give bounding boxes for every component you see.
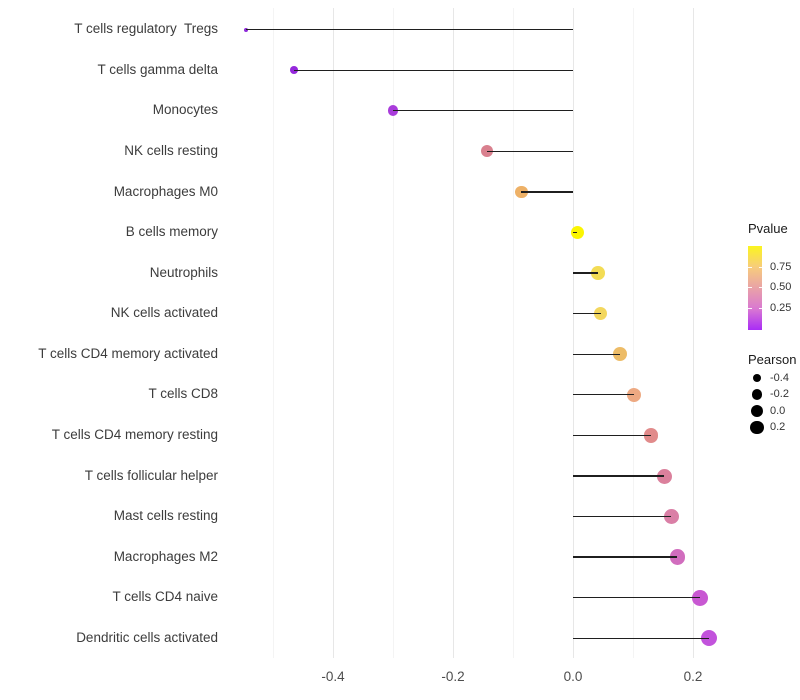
stem-segment — [393, 110, 573, 112]
stem-segment — [573, 313, 601, 315]
stem-segment — [573, 353, 620, 355]
gridline-minor — [632, 8, 634, 658]
pvalue-tick-mark — [758, 287, 762, 289]
data-point — [612, 347, 627, 362]
stem-segment — [521, 191, 573, 193]
y-axis-label: Mast cells resting — [113, 508, 218, 524]
gridline-minor — [512, 8, 514, 658]
pvalue-tick-mark — [748, 307, 752, 309]
pvalue-tick-mark — [748, 266, 752, 268]
y-axis-label: Macrophages M2 — [113, 548, 218, 564]
stem-segment — [573, 597, 701, 599]
stem-segment — [246, 29, 573, 31]
data-point — [290, 66, 298, 75]
data-point — [700, 630, 717, 647]
stem-segment — [573, 475, 665, 477]
y-axis-label: Macrophages M0 — [113, 183, 218, 199]
pvalue-tick-mark — [758, 307, 762, 309]
pvalue-tick-mark — [748, 287, 752, 289]
y-axis-label: T cells CD4 memory activated — [38, 345, 218, 361]
pearson-tick-label: -0.2 — [770, 388, 789, 400]
stem-segment — [573, 434, 651, 437]
pvalue-tick-label: 0.75 — [770, 260, 792, 273]
x-axis-tick-label: 0.2 — [683, 669, 703, 684]
stem-segment — [573, 394, 635, 396]
data-point — [656, 468, 672, 484]
y-axis-label: B cells memory — [125, 224, 218, 240]
pearson-tick-label: 0.0 — [770, 404, 786, 417]
gridline-minor — [392, 8, 394, 658]
pvalue-legend-title: Pvalue — [748, 221, 788, 236]
pvalue-tick-label: 0.50 — [770, 281, 792, 293]
stem-segment — [487, 150, 573, 153]
gridline-major — [692, 8, 694, 658]
pearson-tick-label: -0.4 — [770, 371, 789, 384]
gridline-major — [332, 8, 334, 658]
pvalue-tick-mark — [758, 266, 762, 268]
stem-segment — [573, 637, 709, 639]
y-axis-label: T cells follicular helper — [84, 467, 218, 483]
stem-segment — [573, 231, 578, 234]
x-axis-tick-label: -0.4 — [321, 669, 345, 684]
pearson-size-dot — [750, 420, 764, 435]
y-axis-label: T cells gamma delta — [97, 61, 218, 77]
stem-segment — [573, 556, 678, 558]
stem-segment — [573, 515, 672, 518]
y-axis-label: Dendritic cells activated — [76, 629, 218, 645]
pearson-size-dot — [751, 389, 763, 400]
stem-segment — [573, 272, 599, 274]
pearson-size-dot — [752, 373, 762, 383]
gridline-major — [452, 8, 454, 658]
y-axis-label: Monocytes — [152, 102, 218, 118]
data-point — [692, 589, 709, 606]
y-axis-label: T cells CD8 — [148, 386, 218, 402]
data-point — [627, 387, 642, 402]
y-axis-label: NK cells activated — [110, 305, 218, 321]
x-axis-tick-label: -0.2 — [441, 669, 465, 684]
pearson-legend-title: Pearson — [748, 352, 797, 367]
pvalue-tick-label: 0.25 — [770, 301, 792, 314]
data-point — [570, 226, 584, 240]
y-axis-label: T cells CD4 naive — [112, 589, 218, 605]
y-axis-label: NK cells resting — [124, 142, 218, 158]
y-axis-label: T cells regulatory Tregs — [74, 21, 218, 37]
data-point — [591, 266, 605, 280]
stem-segment — [294, 69, 573, 71]
y-axis-label: Neutrophils — [149, 264, 218, 280]
data-point — [515, 185, 528, 199]
pearson-size-dot — [751, 405, 763, 417]
x-axis-tick-label: 0.0 — [563, 669, 583, 684]
data-point — [387, 105, 399, 117]
pearson-tick-label: 0.2 — [770, 421, 786, 433]
gridline-minor — [272, 8, 274, 658]
y-axis-label: T cells CD4 memory resting — [51, 426, 218, 442]
gridline-major — [572, 8, 574, 658]
data-point — [663, 509, 679, 525]
data-point — [593, 306, 608, 321]
